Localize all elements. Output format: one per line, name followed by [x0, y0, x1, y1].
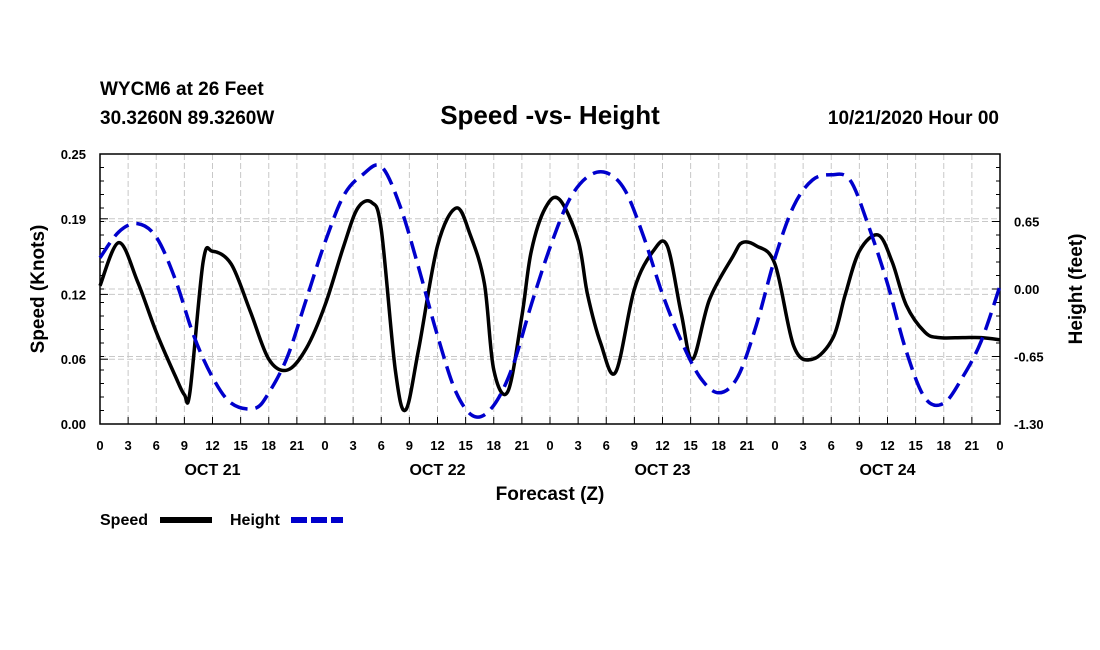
- x-tick-label: 3: [800, 438, 807, 453]
- x-tick-label: 0: [996, 438, 1003, 453]
- x-tick-label: 3: [350, 438, 357, 453]
- x-tick-label: 9: [856, 438, 863, 453]
- x-axis-title: Forecast (Z): [496, 484, 605, 505]
- x-tick-label: 18: [712, 438, 726, 453]
- x-tick-label: 6: [378, 438, 385, 453]
- x-tick-label: 12: [205, 438, 219, 453]
- y2-tick-label: -1.30: [1014, 417, 1044, 432]
- y-tick-label: 0.12: [61, 287, 86, 302]
- y2-axis-title: Height (feet): [1066, 234, 1087, 345]
- legend-height-label: Height: [230, 512, 280, 529]
- x-tick-label: 15: [908, 438, 922, 453]
- x-tick-label: 0: [96, 438, 103, 453]
- x-tick-label: 21: [290, 438, 304, 453]
- x-tick-label: 21: [515, 438, 529, 453]
- x-tick-label: 0: [546, 438, 553, 453]
- grid: [100, 154, 1000, 424]
- left-axis-tick-labels: 0.00 0.06 0.12 0.19 0.25: [61, 147, 86, 432]
- y-tick-label: 0.19: [61, 212, 86, 227]
- x-tick-label: 15: [458, 438, 472, 453]
- y2-tick-label: 0.00: [1014, 282, 1039, 297]
- legend-speed-label: Speed: [100, 512, 148, 529]
- x-tick-label: 9: [631, 438, 638, 453]
- x-tick-label: 12: [430, 438, 444, 453]
- y2-tick-label: -0.65: [1014, 350, 1044, 365]
- x-axis-tick-labels: 0 3 6 9 12 15 18 21 0 3 6 9 12 15 18 21 0 3 6 9 12 15 18 21 0 3 6 9…: [96, 438, 1003, 453]
- x-tick-label: 6: [603, 438, 610, 453]
- axis-ticks: [99, 153, 1001, 425]
- day-labels: OCT 21 OCT 22 OCT 23 OCT 24: [184, 462, 915, 479]
- x-tick-label: 15: [233, 438, 247, 453]
- x-tick-label: 18: [937, 438, 951, 453]
- x-tick-label: 12: [655, 438, 669, 453]
- x-tick-label: 6: [153, 438, 160, 453]
- y-axis-title: Speed (Knots): [28, 225, 49, 354]
- x-tick-label: 0: [321, 438, 328, 453]
- x-tick-label: 3: [575, 438, 582, 453]
- right-axis-tick-labels: -1.30 -0.65 0.00 0.65: [1014, 215, 1044, 433]
- x-tick-label: 12: [880, 438, 894, 453]
- speed-series-line: [98, 195, 1001, 413]
- x-tick-label: 9: [181, 438, 188, 453]
- x-tick-label: 18: [262, 438, 276, 453]
- chart-title: Speed -vs- Height: [440, 100, 660, 130]
- x-tick-label: 0: [771, 438, 778, 453]
- day-label: OCT 23: [634, 462, 690, 479]
- y-tick-label: 0.00: [61, 417, 86, 432]
- x-tick-label: 15: [683, 438, 697, 453]
- y-tick-label: 0.06: [61, 352, 86, 367]
- coordinates-label: 30.3260N 89.3260W: [100, 108, 274, 129]
- height-series-line: [98, 163, 1002, 419]
- x-tick-label: 3: [125, 438, 132, 453]
- y-tick-label: 0.25: [61, 147, 86, 162]
- legend: Speed Height: [100, 512, 343, 529]
- day-label: OCT 21: [184, 462, 240, 479]
- series-lines: [98, 163, 1002, 419]
- x-tick-label: 9: [406, 438, 413, 453]
- x-tick-label: 21: [965, 438, 979, 453]
- station-label: WYCM6 at 26 Feet: [100, 79, 264, 100]
- day-label: OCT 24: [859, 462, 915, 479]
- x-tick-label: 18: [487, 438, 501, 453]
- forecast-datetime: 10/21/2020 Hour 00: [828, 108, 999, 129]
- y2-tick-label: 0.65: [1014, 215, 1039, 230]
- x-tick-label: 21: [740, 438, 754, 453]
- day-label: OCT 22: [409, 462, 465, 479]
- x-tick-label: 6: [828, 438, 835, 453]
